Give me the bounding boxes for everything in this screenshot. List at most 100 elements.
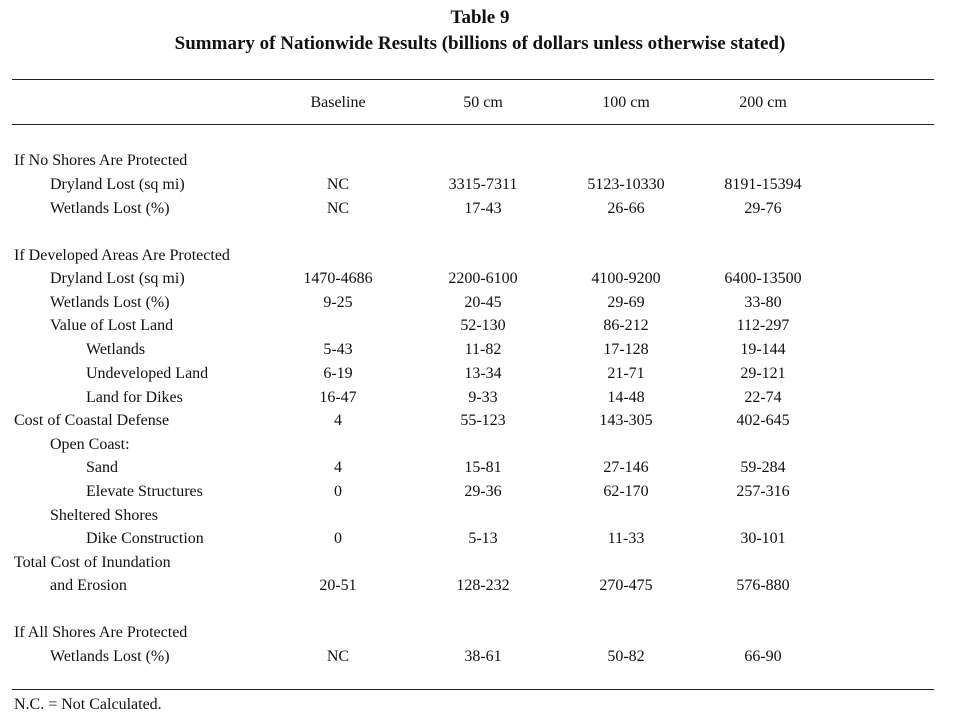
row-label: Total Cost of Inundation	[14, 554, 171, 571]
table-cell: 20-45	[464, 294, 502, 311]
footnote: N.C. = Not Calculated.	[14, 696, 162, 713]
table-cell	[258, 317, 418, 335]
table-cell: 6400-13500	[724, 270, 802, 287]
table-cell	[258, 436, 418, 454]
table-cell: 8191-15394	[724, 176, 802, 193]
table-cell: 59-284	[740, 459, 786, 476]
table-cell: 11-33	[607, 530, 645, 547]
table-cell: 20-51	[319, 577, 357, 594]
table-title: Table 9	[450, 7, 510, 28]
table-cell	[546, 507, 706, 525]
row-label: Wetlands Lost (%)	[50, 200, 170, 217]
table-cell: 15-81	[464, 459, 502, 476]
table-cell	[683, 152, 843, 170]
table-cell: 402-645	[736, 412, 790, 429]
row-label: Elevate Structures	[86, 483, 203, 500]
table-cell: 29-121	[740, 365, 786, 382]
table-cell: 29-69	[607, 294, 645, 311]
header-rule	[12, 124, 934, 125]
table-cell: 0	[334, 530, 342, 547]
row-label: Sand	[86, 459, 118, 476]
column-header-baseline: Baseline	[310, 94, 366, 111]
table-cell: 576-880	[736, 577, 790, 594]
table-cell: 5-13	[468, 530, 498, 547]
table-cell	[683, 554, 843, 572]
table-cell: 5-43	[323, 341, 353, 358]
table-cell: 143-305	[599, 412, 653, 429]
bottom-rule	[12, 689, 934, 690]
row-label: Open Coast:	[50, 436, 130, 453]
table-cell: 270-475	[599, 577, 653, 594]
table-cell	[546, 152, 706, 170]
table-cell: 17-43	[464, 200, 502, 217]
table-cell: 14-48	[607, 389, 645, 406]
table-subtitle: Summary of Nationwide Results (billions …	[174, 33, 786, 54]
table-cell: NC	[326, 176, 350, 193]
table-cell: 50-82	[607, 648, 645, 665]
table-cell: 4100-9200	[591, 270, 661, 287]
table-cell: 3315-7311	[448, 176, 518, 193]
table-cell: 9-33	[468, 389, 498, 406]
row-label: Wetlands	[86, 341, 146, 358]
table-cell	[683, 247, 843, 265]
row-label: Wetlands Lost (%)	[50, 648, 170, 665]
row-label: Undeveloped Land	[86, 365, 209, 382]
table-cell	[546, 554, 706, 572]
table-cell	[403, 152, 563, 170]
row-label: If No Shores Are Protected	[14, 152, 188, 169]
table-cell: 33-80	[744, 294, 782, 311]
table-cell: 1470-4686	[303, 270, 373, 287]
table-cell: 38-61	[464, 648, 502, 665]
table-cell: 128-232	[456, 577, 510, 594]
top-rule	[12, 79, 934, 80]
table-cell	[258, 152, 418, 170]
row-label: Dryland Lost (sq mi)	[50, 270, 185, 287]
column-header-50cm: 50 cm	[463, 94, 503, 111]
table-cell	[258, 554, 418, 572]
table-cell: 52-130	[460, 317, 506, 334]
table-cell: 112-297	[736, 317, 790, 334]
row-label: Land for Dikes	[86, 389, 183, 406]
table-cell: 4	[334, 459, 342, 476]
table-cell	[403, 436, 563, 454]
table-cell: 19-144	[740, 341, 786, 358]
column-header-100cm: 100 cm	[602, 94, 650, 111]
table-cell: 9-25	[323, 294, 353, 311]
table-cell	[683, 436, 843, 454]
table-cell	[546, 436, 706, 454]
table-cell: 0	[334, 483, 342, 500]
table-cell: 26-66	[607, 200, 645, 217]
table-cell: 66-90	[744, 648, 782, 665]
table-cell	[403, 247, 563, 265]
table-cell: 30-101	[740, 530, 786, 547]
table-cell: 27-146	[603, 459, 649, 476]
table-cell: 5123-10330	[587, 176, 665, 193]
table-cell	[258, 507, 418, 525]
table-cell: 6-19	[323, 365, 353, 382]
table-cell: 16-47	[319, 389, 357, 406]
table-cell: 22-74	[744, 389, 782, 406]
table-cell	[258, 624, 418, 642]
table-cell	[403, 624, 563, 642]
table-cell: 17-128	[603, 341, 649, 358]
table-cell: 86-212	[603, 317, 649, 334]
row-label: Dryland Lost (sq mi)	[50, 176, 185, 193]
row-label: Wetlands Lost (%)	[50, 294, 170, 311]
table-cell: 257-316	[736, 483, 790, 500]
table-cell: NC	[326, 200, 350, 217]
table-cell: 29-36	[464, 483, 502, 500]
table-cell: 2200-6100	[448, 270, 518, 287]
row-label: If All Shores Are Protected	[14, 624, 188, 641]
table-cell: 21-71	[607, 365, 645, 382]
table-cell: 4	[334, 412, 342, 429]
row-label: and Erosion	[50, 577, 127, 594]
row-label: Cost of Coastal Defense	[14, 412, 170, 429]
table-cell: 62-170	[603, 483, 649, 500]
table-cell	[258, 247, 418, 265]
table-cell	[546, 624, 706, 642]
row-label: Value of Lost Land	[50, 317, 174, 334]
table-cell	[403, 507, 563, 525]
table-cell: 13-34	[464, 365, 502, 382]
table-cell	[403, 554, 563, 572]
table-cell: 55-123	[460, 412, 506, 429]
